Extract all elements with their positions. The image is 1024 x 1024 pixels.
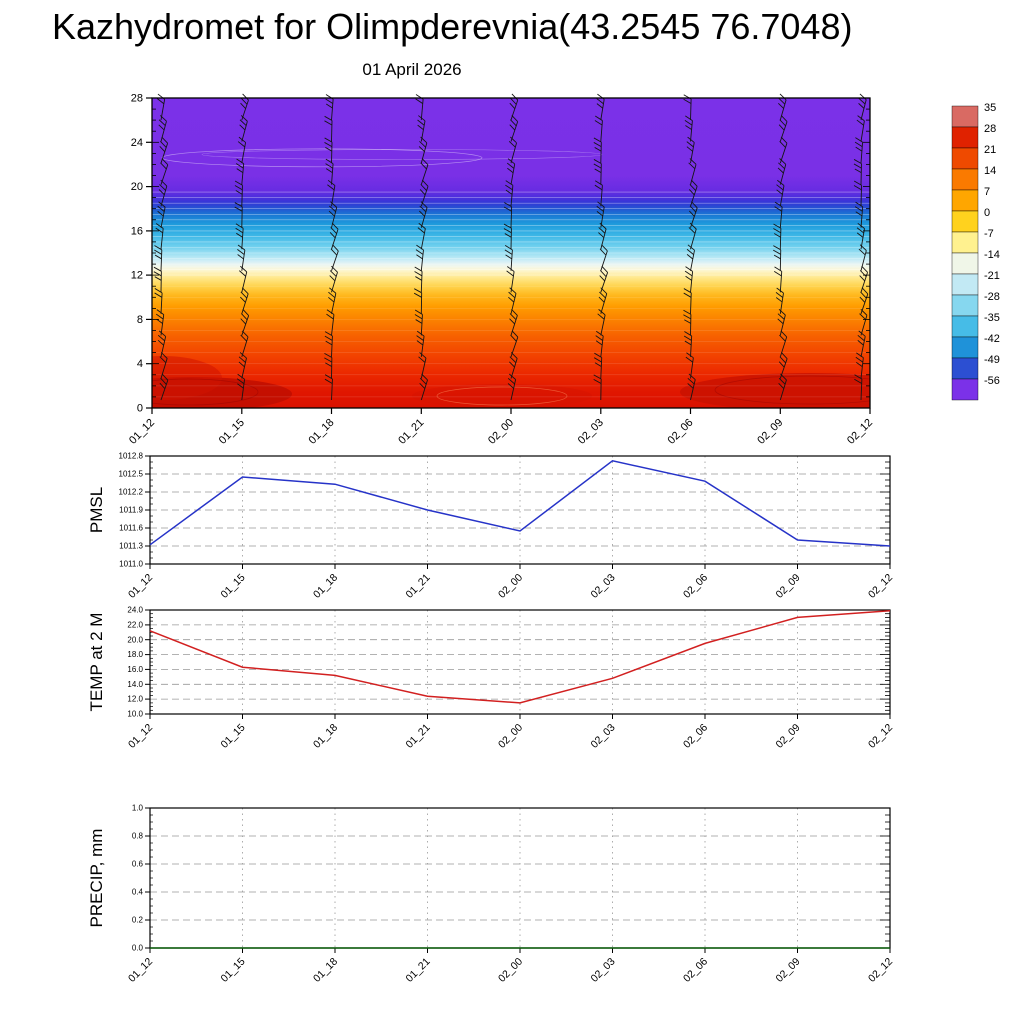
svg-text:16.0: 16.0 [127, 665, 143, 674]
svg-text:02_03: 02_03 [588, 572, 617, 601]
svg-text:-56: -56 [984, 375, 1000, 387]
svg-text:01_12: 01_12 [127, 417, 157, 447]
svg-text:1011.0: 1011.0 [119, 560, 143, 569]
precip-chart: 0.0 0.2 0.4 0.6 0.8 1.0 01_12 01_15 01_18 01_21 02… [126, 804, 895, 985]
svg-text:20.0: 20.0 [127, 635, 143, 644]
svg-text:1011.3: 1011.3 [119, 542, 143, 551]
svg-text:01_15: 01_15 [217, 417, 247, 447]
svg-text:-14: -14 [984, 249, 1000, 261]
svg-text:01_18: 01_18 [311, 956, 340, 985]
svg-text:02_00: 02_00 [486, 417, 516, 447]
svg-text:01_15: 01_15 [218, 722, 247, 751]
svg-text:01_15: 01_15 [218, 956, 247, 985]
svg-text:0: 0 [984, 207, 990, 219]
svg-text:02_03: 02_03 [588, 722, 617, 751]
svg-text:02_12: 02_12 [866, 722, 895, 751]
svg-text:16: 16 [131, 225, 143, 237]
svg-text:12.0: 12.0 [127, 695, 143, 704]
svg-text:01_21: 01_21 [403, 956, 432, 985]
svg-text:28: 28 [131, 93, 143, 105]
svg-text:02_00: 02_00 [496, 572, 525, 601]
svg-text:7: 7 [984, 186, 990, 198]
svg-text:01_21: 01_21 [403, 722, 432, 751]
svg-text:21: 21 [984, 144, 996, 156]
svg-text:01_12: 01_12 [126, 572, 155, 601]
svg-text:-28: -28 [984, 291, 1000, 303]
svg-text:01_15: 01_15 [218, 572, 247, 601]
svg-text:01_12: 01_12 [126, 956, 155, 985]
svg-text:02_12: 02_12 [866, 572, 895, 601]
svg-text:10.0: 10.0 [127, 710, 143, 719]
svg-text:02_00: 02_00 [496, 956, 525, 985]
svg-text:22.0: 22.0 [127, 621, 143, 630]
svg-text:01_18: 01_18 [311, 722, 340, 751]
svg-text:02_12: 02_12 [866, 956, 895, 985]
svg-text:1012.8: 1012.8 [119, 452, 144, 461]
svg-text:20: 20 [131, 181, 143, 193]
svg-text:-21: -21 [984, 270, 1000, 282]
svg-text:0.2: 0.2 [132, 916, 144, 925]
svg-text:02_03: 02_03 [588, 956, 617, 985]
svg-text:0.6: 0.6 [132, 860, 144, 869]
svg-text:24.0: 24.0 [127, 606, 143, 615]
svg-text:01_18: 01_18 [311, 572, 340, 601]
svg-text:02_06: 02_06 [681, 722, 710, 751]
svg-text:1012.2: 1012.2 [119, 488, 144, 497]
svg-text:01_21: 01_21 [396, 417, 426, 447]
pmsl-chart: 1011.0 1011.3 1011.6 1011.9 1012.2 1012.5 1012… [119, 452, 896, 601]
svg-text:8: 8 [137, 314, 143, 326]
svg-text:35: 35 [984, 102, 996, 114]
svg-text:14: 14 [984, 165, 996, 177]
svg-text:02_03: 02_03 [576, 417, 606, 447]
temperature-height-profile-chart: 0 4 8 12 16 20 24 28 01_12 01_15 01_18 01_21 02_00 02… [127, 93, 875, 447]
svg-text:0.4: 0.4 [132, 888, 144, 897]
svg-text:01_21: 01_21 [403, 572, 432, 601]
temp2m-chart: 10.0 12.0 14.0 16.0 18.0 20.0 22.0 24.0 01_12 01_… [126, 606, 895, 751]
page-title: Kazhydromet for Olimpderevnia(43.2545 76… [52, 6, 853, 47]
svg-text:1.0: 1.0 [132, 804, 144, 813]
svg-text:02_09: 02_09 [755, 417, 785, 447]
svg-text:0.8: 0.8 [132, 832, 144, 841]
svg-text:1012.5: 1012.5 [119, 470, 144, 479]
temperature-colorbar: 35 28 21 14 7 0 -7 -14 -21 -28 -35 -42 -49 -56 [951, 102, 1000, 401]
svg-text:02_06: 02_06 [666, 417, 696, 447]
svg-text:0: 0 [137, 403, 143, 415]
svg-text:02_09: 02_09 [773, 956, 802, 985]
svg-text:-42: -42 [984, 333, 1000, 345]
svg-text:01_12: 01_12 [126, 722, 155, 751]
svg-text:28: 28 [984, 123, 996, 135]
svg-text:02_06: 02_06 [681, 956, 710, 985]
svg-text:0.0: 0.0 [132, 944, 144, 953]
svg-text:1011.6: 1011.6 [119, 524, 143, 533]
svg-text:-7: -7 [984, 228, 994, 240]
svg-text:18.0: 18.0 [127, 650, 143, 659]
svg-text:-49: -49 [984, 354, 1000, 366]
svg-text:02_12: 02_12 [845, 417, 875, 447]
svg-text:02_09: 02_09 [773, 572, 802, 601]
svg-text:02_06: 02_06 [681, 572, 710, 601]
svg-text:01_18: 01_18 [307, 417, 337, 447]
svg-text:4: 4 [137, 358, 143, 370]
svg-text:02_09: 02_09 [773, 722, 802, 751]
svg-text:14.0: 14.0 [127, 680, 143, 689]
profile-date-title: 01 April 2026 [362, 60, 462, 79]
svg-text:12: 12 [131, 270, 143, 282]
svg-text:1011.9: 1011.9 [119, 506, 143, 515]
svg-text:02_00: 02_00 [496, 722, 525, 751]
svg-text:24: 24 [131, 137, 143, 149]
svg-text:-35: -35 [984, 312, 1000, 324]
